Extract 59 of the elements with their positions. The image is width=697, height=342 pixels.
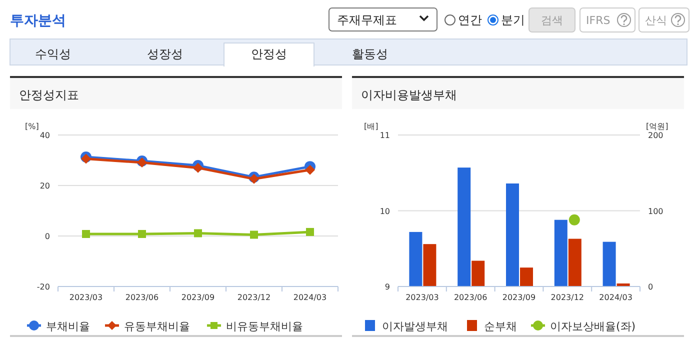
legend-label: 부채비율 (46, 320, 90, 333)
bar (458, 168, 471, 286)
text: 성장성 (147, 47, 183, 61)
x-tick-label: 2023/03 (406, 293, 439, 302)
y-tick-label: 9 (384, 282, 390, 292)
point (194, 229, 202, 238)
point (306, 228, 314, 236)
x-tick-label: 2023/06 (454, 293, 488, 302)
bar (520, 268, 533, 286)
bar (409, 232, 422, 286)
x-tick-label: 2023/03 (69, 293, 103, 302)
x-tick-label: 2023/12 (550, 293, 584, 302)
legend-label: 이자보상배율(좌) (550, 320, 636, 333)
point (82, 230, 90, 238)
x-tick-label: 2023/06 (125, 293, 159, 302)
text: 주재무제표 (337, 13, 397, 27)
x-tick-label: 2024/03 (599, 293, 632, 302)
text: 활동성 (352, 47, 388, 61)
text: 수익성 (35, 47, 71, 61)
bar (423, 244, 436, 286)
chart-title: 이자비용발생부채 (361, 88, 457, 102)
point (193, 162, 203, 173)
x-tick-label: 2024/03 (293, 293, 327, 302)
legend-label: 유동부채비율 (124, 320, 190, 333)
x-tick-label: 2023/09 (181, 293, 215, 302)
text: IFRS (586, 14, 610, 27)
y-tick-label: 11 (380, 131, 390, 140)
text: 분기 (501, 13, 525, 27)
text: 투자분석 (10, 13, 66, 29)
y2-axis-title: [억원] (646, 122, 668, 131)
chart-title: 안정성지표 (19, 88, 79, 102)
point (250, 230, 258, 239)
x-tick-label: 2023/12 (237, 293, 271, 302)
y-tick-label: -20 (36, 282, 50, 292)
y-tick-label: 10 (380, 206, 390, 216)
text: 검색 (541, 14, 563, 27)
point (305, 164, 315, 175)
bar (472, 260, 485, 286)
bar (602, 242, 616, 286)
y-axis-title: [%] (25, 122, 39, 131)
text: 안정성 (251, 47, 287, 61)
point (81, 154, 91, 164)
bar (554, 220, 568, 286)
text: 연간 (458, 13, 482, 27)
y-tick-label: 40 (40, 131, 50, 140)
bar (568, 238, 582, 286)
y2-tick-label: 200 (648, 131, 664, 140)
y2-tick-label: 100 (648, 206, 664, 216)
y-tick-label: 20 (40, 182, 50, 190)
bar (506, 183, 519, 286)
y-axis-title: [배] (364, 122, 378, 131)
legend-label: 이자발생부채 (382, 320, 448, 333)
legend-label: 비유동부채비율 (226, 320, 303, 333)
point (138, 230, 146, 238)
text: 산식 (645, 14, 667, 27)
legend-label: 순부채 (484, 320, 517, 333)
y-tick-label: 0 (44, 232, 50, 241)
y2-tick-label: 0 (648, 282, 654, 292)
x-tick-label: 2023/09 (502, 293, 536, 302)
